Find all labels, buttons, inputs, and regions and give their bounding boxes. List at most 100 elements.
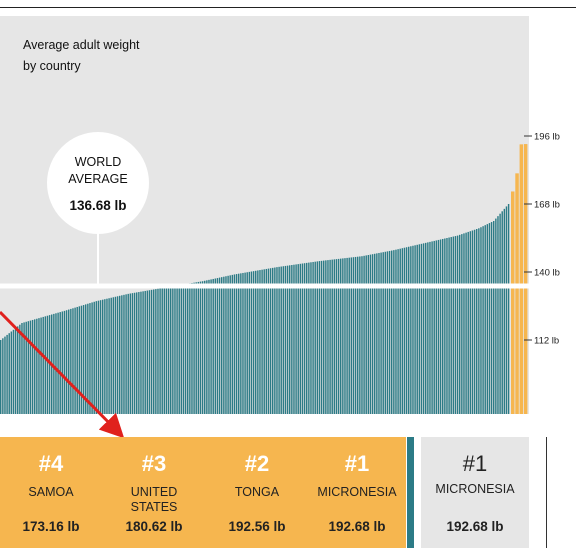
top-country-bar (511, 191, 515, 414)
country-bar (320, 260, 323, 414)
country-bar (10, 331, 13, 414)
rank-card-4[interactable]: #4 SAMOA 173.16 lb (0, 437, 102, 548)
country-bar (327, 260, 329, 414)
rank-number: #3 (141, 451, 167, 476)
top-rule (0, 7, 576, 8)
country-bar (17, 326, 19, 414)
y-tick-label: 196 lb (534, 132, 560, 143)
country-bar (416, 244, 418, 414)
country-bar (340, 258, 342, 414)
country-bar (278, 266, 280, 414)
selected-country-weight: 192.68 lb (446, 519, 504, 534)
country-bar (391, 250, 393, 414)
country-bar (225, 276, 227, 414)
country-bar (286, 265, 289, 415)
country-bar (55, 313, 57, 414)
country-bar (40, 317, 42, 414)
rank-card-3[interactable]: #3 UNITED STATES 180.62 lb (102, 437, 206, 548)
country-bar (199, 281, 202, 414)
country-bar (195, 282, 197, 414)
weight-bar-chart: Average adult weight by country 196 lb 168 … (0, 16, 560, 437)
country-bar (123, 294, 125, 414)
rank-card-1[interactable]: #1 MICRONESIA 192.68 lb (308, 437, 406, 548)
country-bar (369, 254, 372, 414)
country-bar (348, 257, 350, 414)
country-bar (102, 299, 104, 414)
country-bar (418, 244, 421, 414)
rank-country: MICRONESIA (317, 485, 397, 499)
country-bar (65, 310, 68, 414)
country-bar (399, 248, 401, 414)
rank-number: #1 (344, 451, 370, 476)
country-bar (242, 272, 244, 414)
country-bar (505, 206, 508, 414)
country-bar (63, 310, 66, 414)
country-bar (87, 303, 89, 414)
country-bar (78, 306, 81, 414)
country-bar (503, 208, 506, 414)
country-bar (289, 265, 291, 414)
country-bar (263, 269, 265, 414)
country-bar (44, 316, 47, 414)
country-bar (291, 265, 293, 414)
world-average-bubble (47, 132, 149, 234)
country-bar (223, 276, 225, 414)
country-bar (442, 238, 444, 414)
country-bar (376, 253, 378, 414)
country-bar (142, 291, 144, 414)
country-bar (410, 246, 412, 414)
country-bar (204, 280, 206, 414)
y-tick-label: 168 lb (534, 200, 560, 211)
country-bar (318, 261, 321, 414)
country-bar (361, 256, 363, 414)
rank-country-line: STATES (130, 500, 178, 514)
country-bar (473, 229, 476, 414)
country-bar (471, 230, 474, 414)
country-bar (463, 233, 465, 414)
y-tick-label: 140 lb (534, 268, 560, 279)
top-country-bar (519, 144, 524, 414)
country-bar (367, 255, 370, 414)
country-bar (384, 251, 387, 414)
country-bar (176, 285, 178, 414)
country-bar (6, 334, 8, 414)
country-bar (29, 320, 32, 414)
country-bar (269, 268, 272, 414)
country-bar (53, 313, 55, 414)
country-bar (342, 258, 344, 414)
country-bar (246, 272, 248, 414)
country-bar (425, 242, 427, 414)
y-tick-label: 112 lb (534, 336, 559, 347)
country-bar (12, 329, 15, 414)
country-bar (354, 256, 357, 414)
teal-strip (407, 437, 414, 548)
country-bar (461, 234, 463, 414)
country-bar (252, 271, 255, 414)
country-bar (405, 247, 408, 414)
country-bar (70, 308, 72, 414)
country-bar (495, 218, 497, 414)
country-bar (74, 307, 76, 414)
country-bar (127, 293, 129, 414)
country-bar (371, 254, 374, 414)
country-bar (129, 293, 132, 414)
country-bar (335, 259, 338, 414)
country-bar (148, 290, 151, 414)
country-bar (0, 340, 2, 414)
country-bar (119, 295, 121, 414)
rank-weight: 180.62 lb (125, 519, 183, 534)
country-bar (68, 309, 70, 414)
chart-title-line: Average adult weight (23, 38, 140, 52)
country-bar (323, 260, 325, 414)
country-bar (439, 239, 442, 414)
country-bar (108, 298, 110, 414)
country-bar (459, 234, 461, 414)
country-bar (89, 303, 91, 414)
country-bar (329, 259, 331, 414)
country-bar (257, 270, 259, 414)
country-bar (25, 321, 27, 414)
country-bar (163, 287, 166, 414)
country-bar (452, 236, 455, 414)
rank-card-2[interactable]: #2 TONGA 192.56 lb (206, 437, 308, 548)
country-bar (301, 263, 304, 414)
